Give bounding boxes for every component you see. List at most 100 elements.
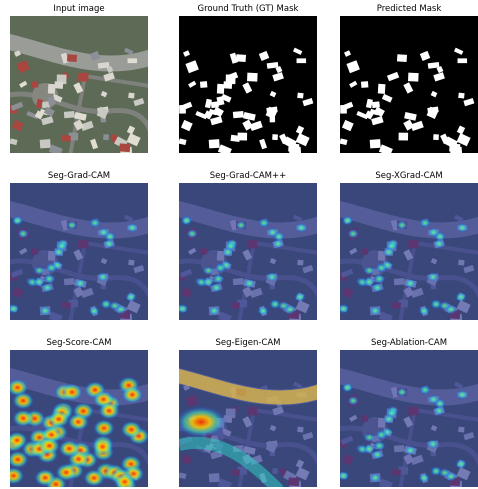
building (78, 72, 89, 82)
cam-blob (221, 247, 234, 258)
mask-building (360, 81, 369, 88)
mask-building (371, 101, 380, 109)
mask-building (410, 120, 424, 131)
panel-image (340, 350, 478, 487)
cam-blob (179, 303, 189, 314)
cam-blob (426, 271, 439, 282)
cam-blob (180, 215, 193, 226)
cam-blob (293, 291, 306, 302)
cam-blob (89, 217, 102, 228)
mask-building (344, 50, 352, 57)
building (41, 101, 50, 109)
cam-blob (363, 276, 376, 287)
mask-building (188, 80, 197, 88)
cam-blob (202, 276, 215, 287)
mask-building (381, 93, 393, 103)
building (35, 98, 43, 109)
cam-blob (369, 305, 382, 316)
mask-building (433, 134, 439, 141)
panel-image (10, 350, 148, 487)
cam-blob (427, 394, 440, 405)
cam-blob (214, 262, 227, 273)
mask-building (185, 60, 199, 74)
cam-blob (426, 438, 439, 449)
mask-building (230, 134, 241, 142)
mask-building (296, 58, 307, 64)
cam-blob (341, 215, 354, 226)
cam-blob (347, 395, 360, 406)
building (126, 133, 141, 147)
building (16, 60, 30, 74)
building (73, 82, 84, 94)
mask-building (295, 125, 305, 135)
building (26, 111, 39, 120)
mask-building (243, 111, 256, 121)
building (10, 101, 24, 111)
mask-building (199, 81, 208, 88)
building (133, 98, 145, 107)
mask-building (237, 132, 248, 141)
cam-blob (363, 265, 376, 276)
mask-building (377, 83, 386, 94)
mask-building (458, 92, 465, 99)
mask-building (341, 119, 354, 132)
cam-blob (43, 273, 56, 284)
mask-building (404, 111, 417, 121)
building (19, 80, 28, 88)
mask-building (364, 110, 374, 120)
cam-blob (103, 238, 116, 249)
mask-building (249, 120, 263, 131)
mask-building (288, 143, 300, 153)
cam-blob (98, 401, 121, 420)
mask-building (369, 139, 381, 149)
panel-image (179, 183, 317, 320)
cam-blob (456, 222, 469, 233)
cam-blob (210, 282, 223, 293)
mask-building (457, 58, 468, 64)
cam-blob (382, 414, 395, 425)
cam-blob (295, 222, 308, 233)
building (106, 66, 114, 74)
mask-building (302, 98, 314, 107)
building (41, 116, 54, 126)
mask-building (433, 72, 445, 82)
panel-title: Seg-Score-CAM (46, 338, 111, 348)
building (30, 81, 39, 88)
mask-building (378, 144, 393, 153)
cam-blob (375, 429, 388, 440)
cam-blob (212, 273, 225, 284)
cam-blob (395, 387, 408, 398)
cam-blob (88, 305, 101, 316)
mask-building (210, 116, 223, 126)
panel-title: Predicted Mask (377, 4, 442, 14)
cam-blob (272, 238, 285, 249)
mask-building (266, 61, 279, 69)
panel-title: Seg-Grad-CAM (48, 171, 110, 181)
panel-image (10, 16, 148, 153)
cam-blob (419, 217, 432, 228)
image-content (10, 16, 148, 153)
panel-image (10, 183, 148, 320)
cam-blob (208, 305, 221, 316)
mask-building (463, 98, 475, 107)
cam-blob (10, 450, 29, 469)
cam-band (179, 436, 284, 487)
building (47, 83, 56, 94)
building (119, 143, 131, 153)
cam-blob (179, 406, 227, 438)
cam-blob (369, 472, 382, 483)
mask-building (356, 111, 369, 120)
mask-building (436, 66, 444, 74)
mask-building (427, 61, 440, 69)
mask-building (259, 138, 268, 150)
cam-blob (340, 303, 350, 314)
mask-building (419, 50, 431, 61)
building (73, 119, 84, 131)
mask-building (396, 54, 408, 63)
cam-blob (382, 247, 395, 258)
cam-blob (347, 228, 360, 239)
cam-blob (67, 412, 90, 431)
cam-blob (234, 220, 247, 231)
cam-blob (454, 291, 467, 302)
building (103, 134, 109, 141)
